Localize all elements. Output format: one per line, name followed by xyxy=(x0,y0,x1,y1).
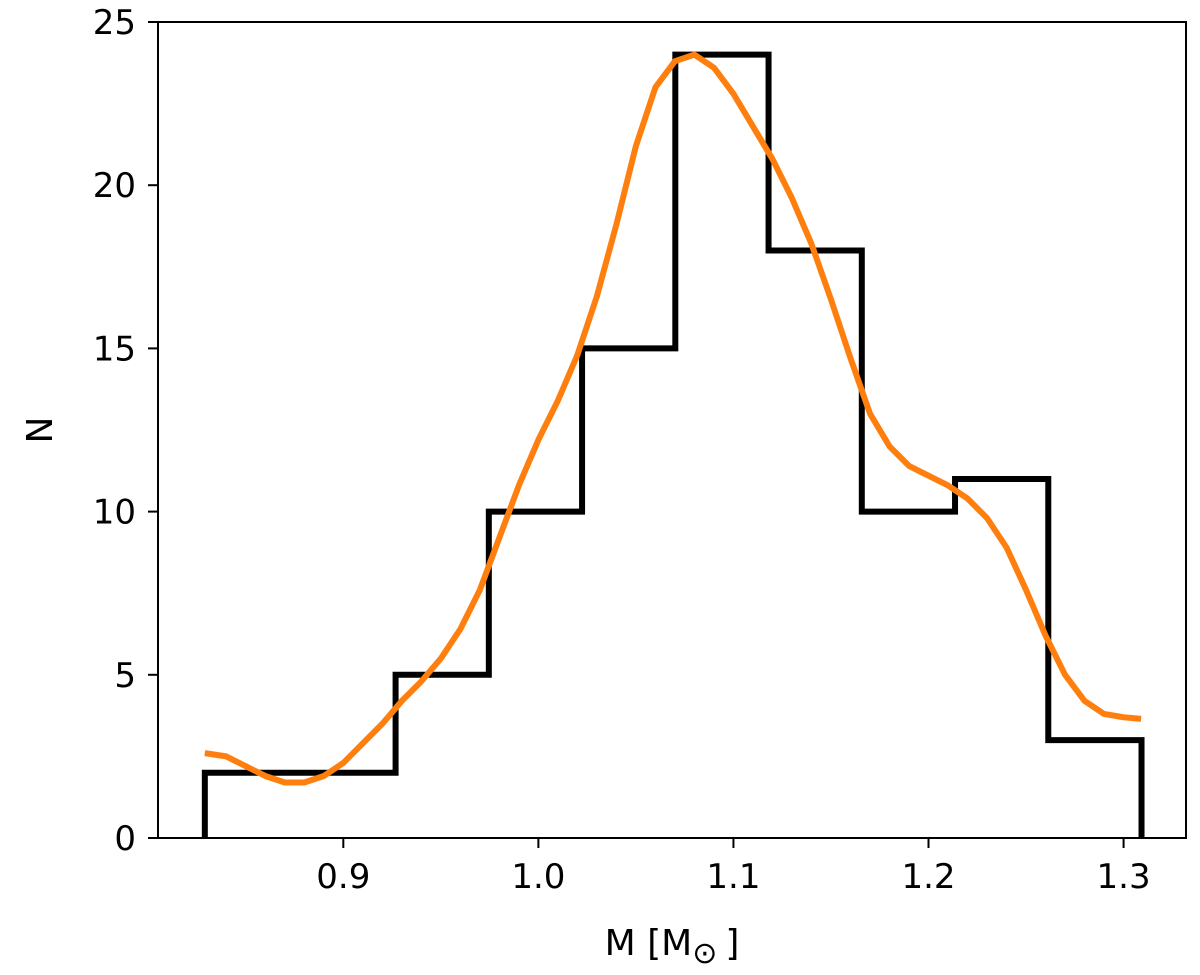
x-tick-label: 1.2 xyxy=(901,857,955,897)
series-layer xyxy=(201,51,1145,838)
y-tick-label: 0 xyxy=(114,819,136,859)
x-tick-label: 1.1 xyxy=(706,857,760,897)
x-tick-label: 0.9 xyxy=(316,857,370,897)
x-axis-label-close: ] xyxy=(725,923,739,964)
y-tick-label: 10 xyxy=(93,493,136,533)
plot-frame xyxy=(157,21,1187,839)
y-tick-label: 20 xyxy=(93,166,136,206)
x-tick-label: 1.0 xyxy=(511,857,565,897)
x-tick-label: 1.3 xyxy=(1097,857,1151,897)
plot-area xyxy=(158,22,1186,838)
y-axis-label: N xyxy=(20,417,61,444)
y-axis: 0 5 10 15 20 25 xyxy=(93,3,158,859)
y-tick-label: 15 xyxy=(93,329,136,369)
y-tick-label: 5 xyxy=(114,656,136,696)
x-axis-label: M [M⊙] xyxy=(605,923,740,971)
y-tick-label: 25 xyxy=(93,3,136,43)
sun-symbol: ⊙ xyxy=(692,936,717,971)
histogram-step xyxy=(201,51,1145,838)
x-axis: 0.9 1.0 1.1 1.2 1.3 xyxy=(316,838,1151,897)
density-curve xyxy=(204,51,1142,786)
x-axis-label-text: M [M xyxy=(605,923,693,964)
